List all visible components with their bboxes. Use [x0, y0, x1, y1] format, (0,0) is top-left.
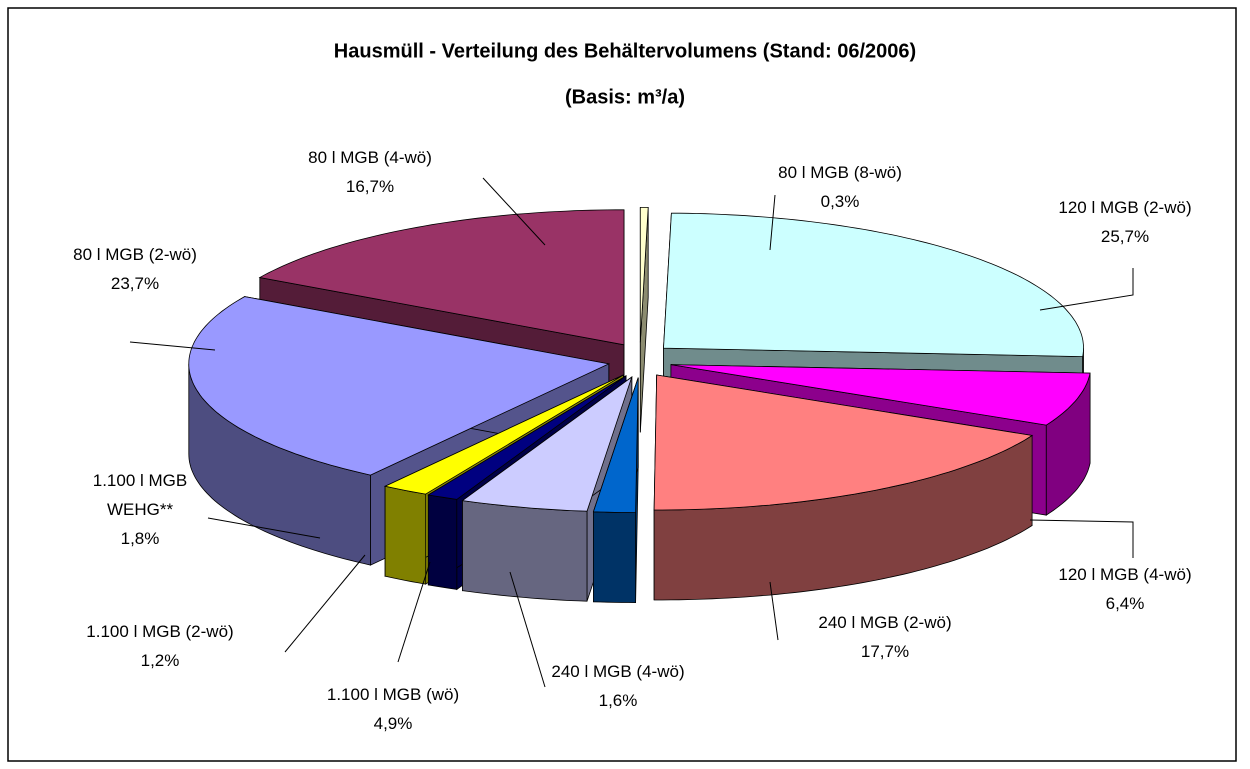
category-label: 240 l MGB (2-wö): [818, 613, 952, 632]
value-label: 0,3%: [820, 192, 860, 211]
leader-line: [129, 341, 216, 351]
leader-line: [1039, 268, 1134, 311]
leader-line: [769, 194, 776, 251]
chart-title: Hausmüll - Verteilung des Behältervolume…: [334, 40, 916, 62]
slice: [653, 374, 1034, 511]
category-label: 240 l MGB (4-wö): [551, 662, 685, 681]
slice-outer-wall: [593, 511, 636, 604]
slice-outer-wall: [427, 494, 458, 590]
value-label: 25,7%: [1100, 227, 1150, 246]
slice: [639, 207, 649, 343]
chart-subtitle: (Basis: m³/a): [565, 86, 685, 108]
leader-line: [482, 177, 546, 246]
category-label: 120 l MGB (2-wö): [1058, 198, 1192, 217]
value-label: 6,4%: [1105, 594, 1145, 613]
slice: [258, 209, 625, 346]
slice: [592, 377, 639, 514]
leader-line: [509, 571, 546, 688]
slice: [427, 375, 627, 500]
value-label: 16,7%: [345, 177, 395, 196]
slice: [188, 296, 611, 476]
category-label: 80 l MGB (2-wö): [73, 245, 197, 264]
value-label: 4,9%: [373, 714, 413, 733]
data-label: 1.100 l MGB (wö) 4,9%: [327, 680, 459, 738]
slice-outer-wall: [462, 500, 588, 602]
slice: [461, 375, 633, 512]
leader-line: [769, 581, 779, 641]
category-label: 80 l MGB (8-wö): [778, 163, 902, 182]
category-label: 1.100 l MGB (2-wö): [86, 622, 234, 641]
data-label: 240 l MGB (2-wö) 17,7%: [818, 608, 951, 666]
category-label: 1.100 l MGB WEHG**: [92, 471, 188, 519]
category-label: 80 l MGB (4-wö): [308, 148, 432, 167]
category-label: 120 l MGB (4-wö): [1058, 565, 1192, 584]
leader-line: [1029, 519, 1134, 558]
leader-line: [397, 561, 431, 663]
data-label: 120 l MGB (4-wö) 6,4%: [1058, 560, 1191, 618]
slice-tops: [188, 207, 1091, 514]
value-label: 17,7%: [860, 642, 910, 661]
data-label: 80 l MGB (4-wö) 16,7%: [308, 143, 432, 201]
data-label: 80 l MGB (8-wö) 0,3%: [778, 158, 902, 216]
value-label: 23,7%: [110, 274, 160, 293]
leader-line: [284, 554, 366, 653]
slice-outer-wall: [384, 485, 427, 585]
leader-line: [207, 517, 321, 539]
category-label: 1.100 l MGB (wö): [326, 685, 460, 704]
value-label: 1,2%: [140, 651, 180, 670]
slice: [663, 212, 1084, 358]
data-label: 1.100 l MGB WEHG** 1,8%: [75, 466, 205, 553]
value-label: 1,6%: [598, 691, 638, 710]
slice: [383, 374, 624, 495]
slice: [670, 364, 1091, 426]
data-label: 120 l MGB (2-wö) 25,7%: [1058, 193, 1191, 251]
value-label: 1,8%: [120, 529, 160, 548]
data-label: 1.100 l MGB (2-wö) 1,2%: [86, 617, 233, 675]
data-label: 80 l MGB (2-wö) 23,7%: [73, 240, 197, 298]
data-label: 240 l MGB (4-wö) 1,6%: [551, 657, 684, 715]
